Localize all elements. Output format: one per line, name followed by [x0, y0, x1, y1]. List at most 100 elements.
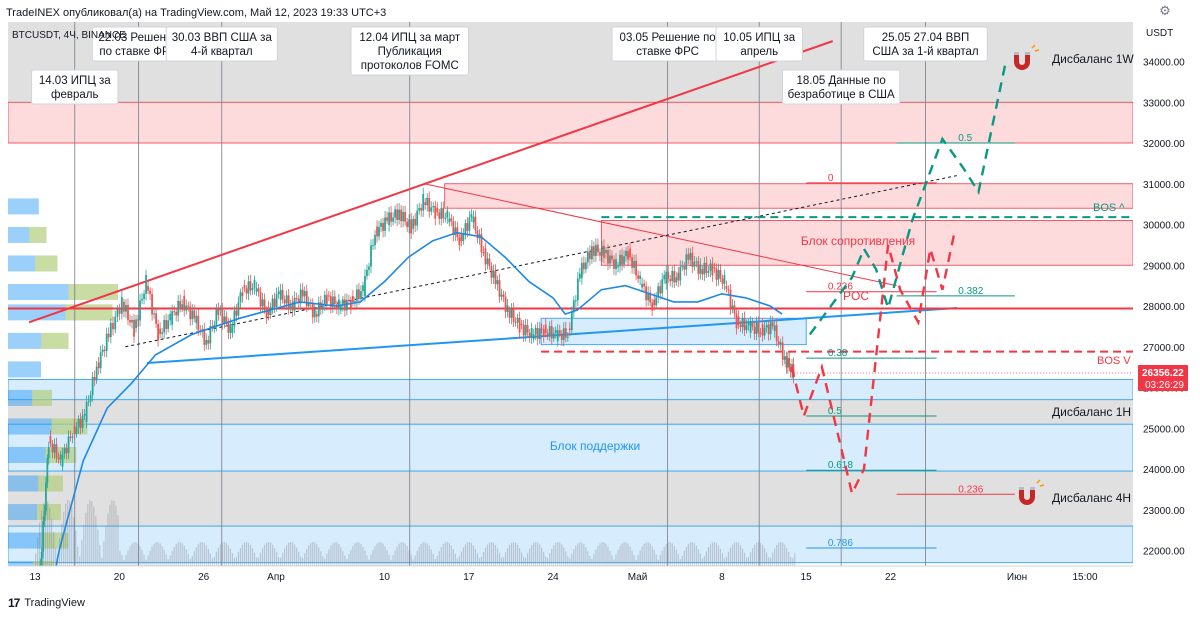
candle-body — [424, 202, 427, 206]
candle-body — [707, 271, 710, 273]
volume-bar — [555, 543, 557, 566]
volume-bar — [705, 551, 707, 566]
candle-body — [392, 217, 394, 222]
candle-body — [669, 279, 672, 282]
volume-bar — [151, 546, 153, 566]
axis-currency: USDT — [1146, 28, 1173, 39]
volume-bar — [81, 539, 83, 566]
volume-bar — [448, 543, 450, 566]
volume-profile-bar — [8, 283, 118, 300]
volume-bar — [593, 554, 595, 566]
volume-bar — [687, 544, 689, 566]
volume-bar — [569, 558, 571, 566]
candle-body — [679, 266, 682, 281]
volume-bar — [39, 522, 41, 566]
candle-body — [745, 325, 748, 331]
gear-icon[interactable]: ⚙ — [1159, 3, 1171, 18]
candle-body — [95, 366, 98, 381]
candle-body — [394, 209, 396, 218]
candle-body — [47, 446, 50, 459]
volume-bar — [255, 557, 258, 566]
candle-body — [741, 317, 744, 328]
candle-body — [554, 330, 557, 334]
candle-body — [621, 254, 623, 265]
volume-bar — [735, 542, 738, 566]
volume-bar — [145, 559, 147, 566]
volume-bar — [579, 542, 581, 566]
candle-body — [737, 316, 740, 325]
volume-bar — [442, 544, 444, 566]
volume-bar — [504, 552, 507, 566]
candle-body — [562, 328, 565, 340]
candle-body — [279, 289, 282, 300]
volume-bar — [657, 559, 659, 566]
candle-body — [195, 315, 198, 323]
volume-bar — [298, 551, 300, 566]
volume-bar — [531, 545, 533, 566]
volume-bar — [527, 552, 529, 566]
candle-body — [504, 296, 507, 312]
y-tick-label: 30000.00 — [1143, 221, 1185, 232]
volume-bar — [217, 547, 219, 566]
candle-body — [785, 356, 788, 368]
volume-bar — [506, 548, 509, 566]
candle-body — [781, 342, 784, 360]
candle-body — [685, 254, 688, 270]
volume-profile-bar — [8, 226, 47, 243]
volume-bar — [209, 553, 211, 566]
volume-bar — [89, 500, 91, 566]
volume-bar — [259, 552, 262, 566]
candle-body — [735, 313, 738, 329]
volume-bar — [161, 546, 163, 566]
candle-body — [390, 212, 392, 222]
candle-body — [721, 278, 724, 284]
volume-bar — [147, 555, 149, 566]
candle-body — [45, 482, 47, 512]
current-price-countdown: 03:26:29 — [1145, 380, 1184, 391]
event-box-4: 03.05 Решение по ставке ФРС — [611, 26, 724, 62]
candle-body — [532, 334, 535, 340]
volume-bar — [727, 551, 730, 566]
x-tick-label: 24 — [548, 572, 560, 583]
candle-body — [386, 217, 388, 221]
candle-body — [609, 255, 611, 264]
candle-body — [576, 278, 579, 301]
volume-bar — [356, 542, 358, 566]
candle-body — [147, 286, 149, 291]
candle-body — [53, 444, 56, 453]
zone-resistance-block — [600, 220, 1133, 266]
candle-body — [584, 262, 587, 270]
volume-bar — [496, 548, 499, 566]
candle-body — [514, 321, 517, 323]
volume-bar — [87, 504, 89, 566]
candle-body — [428, 197, 431, 212]
event-box-bg — [31, 69, 119, 105]
candle-body — [544, 324, 547, 334]
event-box-1: 22.03 Решение по ставке ФРС — [91, 26, 186, 62]
candle-body — [440, 207, 443, 219]
candle-body — [751, 322, 754, 327]
candle-body — [169, 313, 172, 321]
volume-bar — [764, 548, 766, 566]
volume-bar — [372, 550, 374, 566]
volume-bar — [59, 538, 61, 566]
volume-bar — [671, 543, 673, 566]
volume-bar — [278, 557, 280, 566]
volume-bar — [629, 546, 631, 566]
volume-bar — [330, 545, 332, 566]
volume-bar — [693, 543, 695, 566]
event-box-0: 14.03 ИПЦ за февраль — [31, 69, 119, 105]
candle-body — [526, 325, 529, 333]
candle-body — [137, 319, 139, 321]
candle-body — [177, 301, 180, 316]
candle-body — [319, 302, 322, 310]
candle-body — [472, 216, 475, 223]
volume-bar — [294, 544, 296, 566]
x-tick-label: 13 — [29, 572, 41, 583]
candle-body — [46, 458, 49, 483]
volume-bar — [402, 542, 404, 566]
candle-body — [651, 302, 654, 311]
candle-body — [378, 226, 380, 237]
candle-body — [285, 295, 288, 304]
